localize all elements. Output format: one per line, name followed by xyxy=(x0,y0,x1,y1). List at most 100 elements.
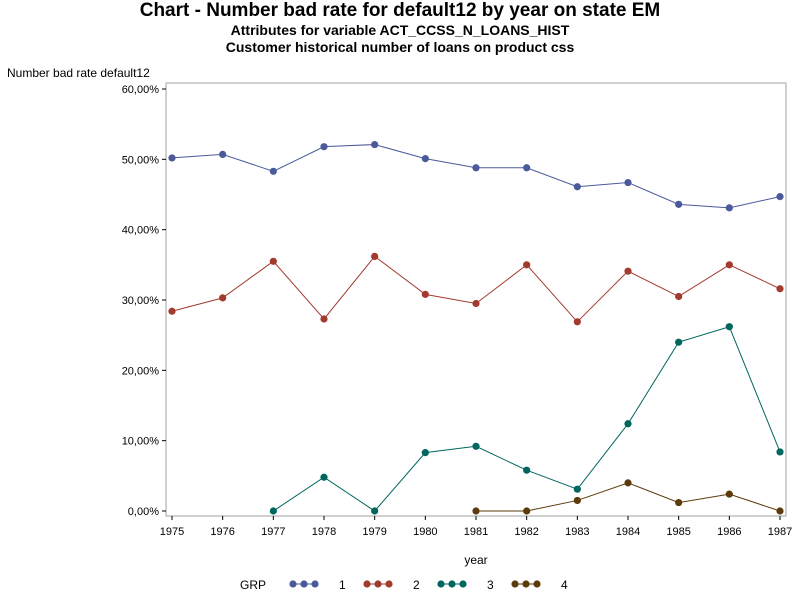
data-point xyxy=(168,154,176,162)
data-point xyxy=(219,150,227,159)
legend-marker xyxy=(300,580,308,588)
series-3-line xyxy=(273,326,781,512)
y-axis-label: Number bad rate default12 xyxy=(7,66,150,80)
series-4-line xyxy=(476,482,781,512)
chart-subtitle-2: Customer historical number of loans on p… xyxy=(225,39,575,55)
data-point xyxy=(472,299,480,308)
data-point xyxy=(776,285,784,293)
data-point xyxy=(675,498,683,507)
data-point xyxy=(371,252,379,260)
legend-marker xyxy=(437,580,445,588)
series-layer xyxy=(168,140,784,515)
data-point xyxy=(624,479,632,487)
series-3 xyxy=(269,323,784,515)
series-2-line xyxy=(171,255,781,323)
series-1-line xyxy=(171,144,781,209)
series-1 xyxy=(168,140,784,212)
legend-label: 4 xyxy=(561,578,568,592)
data-point xyxy=(624,178,632,187)
data-point xyxy=(523,466,531,474)
y-tick-label: 50,00% xyxy=(122,154,160,166)
x-tick-label: 1982 xyxy=(514,526,538,538)
axes: 0,00% 10,00% 20,00% 30,00% 40,00% 50,00% 60,00… xyxy=(122,84,793,538)
legend-marker xyxy=(289,580,297,588)
legend-marker xyxy=(311,580,319,588)
data-point xyxy=(421,449,429,457)
data-point xyxy=(269,257,277,265)
data-point xyxy=(320,143,328,151)
data-point xyxy=(472,442,480,450)
x-tick-label: 1978 xyxy=(312,526,336,538)
legend-title: GRP xyxy=(240,578,266,592)
x-tick-label: 1987 xyxy=(768,526,792,538)
x-tick-label: 1977 xyxy=(261,526,285,538)
legend-item-3: 3 xyxy=(437,578,494,592)
data-point xyxy=(421,155,429,163)
legend-label: 1 xyxy=(339,578,346,592)
data-point xyxy=(168,307,176,315)
x-tick-label: 1983 xyxy=(565,526,589,538)
data-point xyxy=(776,193,784,201)
legend-item-4: 4 xyxy=(511,578,568,592)
y-tick-label: 20,00% xyxy=(122,365,160,377)
x-tick-label: 1984 xyxy=(616,526,640,538)
data-point xyxy=(725,490,733,498)
series-4 xyxy=(472,479,784,515)
legend-marker xyxy=(374,580,382,588)
legend-label: 3 xyxy=(487,578,494,592)
x-tick-label: 1980 xyxy=(413,526,437,538)
plot-area xyxy=(165,82,787,517)
x-tick-label: 1986 xyxy=(717,526,741,538)
data-point xyxy=(776,448,784,456)
data-point xyxy=(219,294,227,302)
data-point xyxy=(725,204,733,212)
data-point xyxy=(776,507,784,515)
legend-item-2: 2 xyxy=(363,578,420,592)
x-tick-label: 1979 xyxy=(362,526,386,538)
x-tick-label: 1985 xyxy=(666,526,690,538)
data-point xyxy=(523,164,531,172)
data-point xyxy=(624,267,632,275)
data-point xyxy=(320,315,328,323)
legend-label: 2 xyxy=(413,578,420,592)
legend-item-1: 1 xyxy=(289,578,346,592)
data-point xyxy=(675,200,683,208)
data-point xyxy=(472,164,480,172)
data-point xyxy=(725,261,733,269)
data-point xyxy=(573,485,581,493)
chart-title: Chart - Number bad rate for default12 by… xyxy=(139,0,661,21)
data-point xyxy=(269,507,277,515)
y-tick-label: 10,00% xyxy=(122,436,160,448)
data-point xyxy=(320,473,328,481)
data-point xyxy=(573,318,581,326)
x-axis-label: year xyxy=(464,553,487,567)
y-tick-label: 40,00% xyxy=(122,225,160,237)
x-tick-label: 1976 xyxy=(210,526,234,538)
y-tick-label: 60,00% xyxy=(122,84,160,96)
data-point xyxy=(371,140,379,149)
x-tick-label: 1975 xyxy=(160,526,184,538)
data-point xyxy=(573,183,581,191)
data-point xyxy=(523,261,531,269)
data-point xyxy=(371,507,379,515)
data-point xyxy=(421,290,429,298)
y-tick-label: 30,00% xyxy=(122,295,160,307)
legend-marker xyxy=(511,580,519,588)
legend-marker xyxy=(385,580,393,588)
y-tick-label: 0,00% xyxy=(128,506,159,518)
legend-marker xyxy=(448,580,456,588)
chart-subtitle-1: Attributes for variable ACT_CCSS_N_LOANS… xyxy=(230,22,570,38)
data-point xyxy=(725,323,733,331)
legend: GRP 1 2 3 4 xyxy=(240,578,568,592)
data-point xyxy=(269,167,277,175)
legend-marker xyxy=(363,580,371,588)
x-tick-label: 1981 xyxy=(464,526,488,538)
data-point xyxy=(573,496,581,505)
legend-marker xyxy=(522,580,530,588)
series-2 xyxy=(168,252,784,326)
data-point xyxy=(675,338,683,346)
legend-marker xyxy=(533,580,541,588)
data-point xyxy=(523,507,531,515)
legend-marker xyxy=(459,580,467,588)
